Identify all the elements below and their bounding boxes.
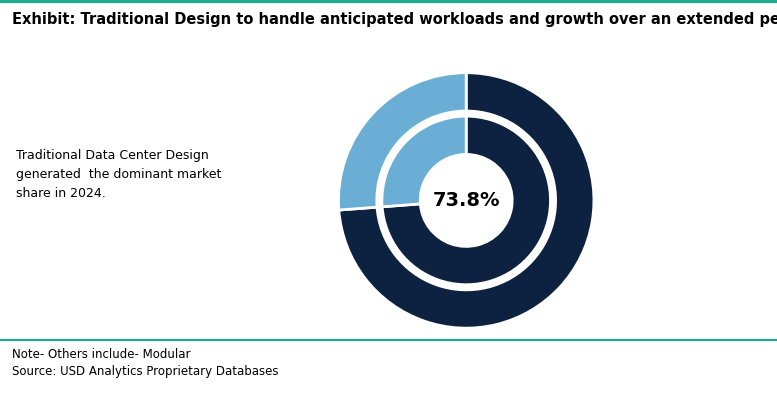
Text: 73.8%: 73.8% — [433, 191, 500, 210]
Text: Source: USD Analytics Proprietary Databases: Source: USD Analytics Proprietary Databa… — [12, 365, 278, 378]
Text: Note- Others include- Modular: Note- Others include- Modular — [12, 348, 190, 361]
Wedge shape — [339, 73, 466, 210]
Text: Exhibit: Traditional Design to handle anticipated workloads and growth over an e: Exhibit: Traditional Design to handle an… — [12, 12, 777, 27]
Wedge shape — [382, 116, 466, 207]
Wedge shape — [382, 116, 550, 285]
Text: Traditional Data Center Design
generated  the dominant market
share in 2024.: Traditional Data Center Design generated… — [16, 149, 221, 200]
Wedge shape — [339, 73, 594, 328]
